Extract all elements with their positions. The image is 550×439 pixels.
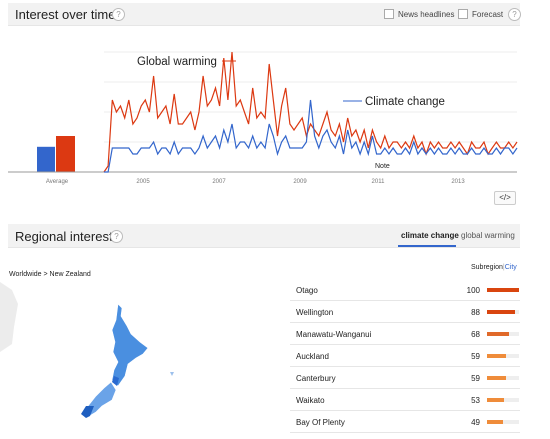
region-value: 59: [471, 374, 480, 383]
region-row[interactable]: Canterbury 59: [290, 370, 520, 389]
region-row[interactable]: Wellington 88: [290, 304, 520, 323]
region-value: 53: [471, 396, 480, 405]
chart-grid: [104, 51, 517, 143]
region-bar-track: [487, 332, 519, 336]
checkbox-icon[interactable]: [384, 9, 394, 19]
average-bar-global-warming: [56, 136, 75, 172]
tab-global-warming[interactable]: global warming: [461, 231, 515, 240]
map-land-background: [0, 282, 18, 352]
region-bar-track: [487, 376, 519, 380]
climate-change-line: [104, 99, 518, 173]
forecast-help-icon[interactable]: ?: [508, 8, 521, 21]
chatham-islands: [170, 372, 174, 376]
region-row[interactable]: Manawatu-Wanganui 68: [290, 326, 520, 345]
region-name[interactable]: Bay Of Plenty: [296, 418, 345, 427]
subregion-city-toggle: Subregion|City: [471, 264, 517, 271]
note-label[interactable]: Note: [375, 163, 390, 170]
global-warming-line: [103, 51, 518, 173]
news-headlines-checkbox[interactable]: News headlines: [384, 9, 454, 19]
city-option[interactable]: City: [504, 264, 517, 271]
region-row[interactable]: Bay Of Plenty 49: [290, 414, 520, 433]
region-row[interactable]: Otago 100: [290, 282, 520, 301]
x-tick-label: 2005: [136, 179, 150, 185]
new-zealand-map[interactable]: [0, 282, 190, 432]
tab-climate-change[interactable]: climate change: [401, 231, 459, 240]
north-island[interactable]: [111, 303, 149, 387]
region-name[interactable]: Auckland: [296, 352, 329, 361]
region-bar-track: [487, 420, 519, 424]
checkbox-icon[interactable]: [458, 9, 468, 19]
x-tick-label: 2009: [293, 179, 307, 185]
x-tick-label: 2011: [372, 179, 386, 185]
subregion-option[interactable]: Subregion: [471, 264, 503, 271]
region-bar-fill: [487, 376, 506, 380]
region-bar-track: [487, 310, 519, 314]
wellington-region[interactable]: [112, 376, 119, 386]
region-value: 49: [471, 418, 480, 427]
embed-code-button[interactable]: </>: [494, 191, 516, 205]
news-headlines-label: News headlines: [398, 9, 455, 19]
average-bar-climate-change: [37, 146, 55, 172]
region-bar-fill: [487, 420, 503, 424]
x-tick-label: 2007: [212, 179, 226, 185]
regional-header-bar: Regional interest ?: [8, 224, 520, 248]
region-bar-fill: [487, 332, 509, 336]
region-bar-fill: [487, 398, 504, 402]
region-value: 59: [471, 352, 480, 361]
forecast-checkbox[interactable]: Forecast: [458, 9, 503, 19]
region-value: 68: [471, 330, 480, 339]
climate-change-annotation: Climate change: [365, 96, 445, 108]
region-row[interactable]: Auckland 59: [290, 348, 520, 367]
region-bar-track: [487, 398, 519, 402]
help-icon[interactable]: ?: [110, 230, 123, 243]
region-bar-track: [487, 288, 519, 292]
otago-region[interactable]: [81, 406, 94, 418]
forecast-label: Forecast: [472, 9, 504, 19]
interest-chart: Average 2005 2007 2009 2011 2013 Global warm…: [8, 51, 518, 185]
region-bar-fill: [487, 288, 519, 292]
active-tab-underline: [398, 245, 456, 247]
region-name[interactable]: Wellington: [296, 308, 334, 317]
help-icon[interactable]: ?: [112, 8, 125, 21]
regional-title: Regional interest: [15, 229, 113, 244]
region-value: 100: [466, 286, 480, 295]
x-tick-label: 2013: [451, 179, 465, 185]
global-warming-annotation: Global warming: [137, 56, 217, 68]
region-row[interactable]: Waikato 53: [290, 392, 520, 411]
interest-header-bar: Interest over time ? News headlines Fore…: [8, 3, 521, 26]
x-axis-ticks: 2005 2007 2009 2011 2013: [136, 179, 465, 185]
region-bar-track: [487, 354, 519, 358]
region-name[interactable]: Canterbury: [296, 374, 336, 383]
region-value: 88: [471, 308, 480, 317]
region-name[interactable]: Manawatu-Wanganui: [296, 330, 372, 339]
average-label: Average: [46, 179, 69, 185]
region-name[interactable]: Waikato: [296, 396, 325, 405]
region-bar-fill: [487, 354, 506, 358]
region-bar-fill: [487, 310, 516, 314]
interest-title: Interest over time: [15, 7, 116, 22]
region-name[interactable]: Otago: [296, 286, 318, 295]
breadcrumb[interactable]: Worldwide > New Zealand: [9, 271, 91, 278]
